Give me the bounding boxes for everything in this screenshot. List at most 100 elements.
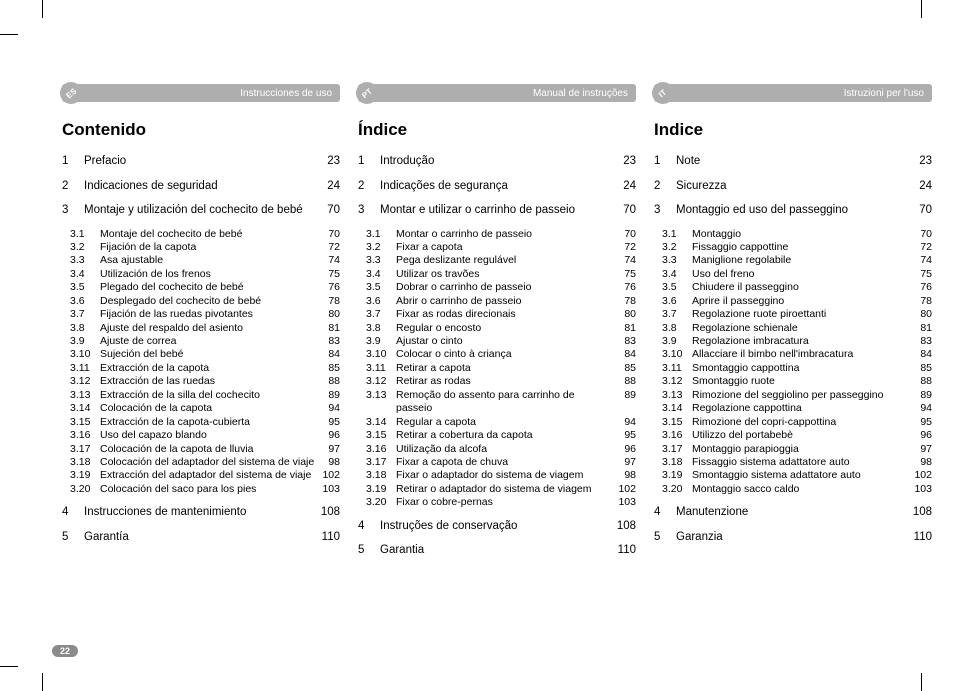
sub-num: 3.17: [662, 443, 692, 456]
sub-label: Ajustar o cinto: [396, 335, 614, 348]
section-num: 4: [654, 505, 676, 521]
toc-section: 3Montaggio ed uso del passeggino70: [654, 203, 932, 219]
sub-label: Fixar a capota: [396, 241, 614, 254]
toc-section: 1Introdução23: [358, 154, 636, 170]
toc-subsection: 3.9Regolazione imbracatura83: [654, 335, 932, 348]
toc-subsection: 3.8Regular o encosto81: [358, 322, 636, 335]
sub-page: 89: [614, 389, 636, 416]
section-num: 1: [62, 154, 84, 170]
sub-label: Fixar o cobre-pernas: [396, 496, 614, 509]
sub-page: 88: [318, 375, 340, 388]
section-label: Manutenzione: [676, 505, 906, 521]
sub-page: 76: [614, 281, 636, 294]
sub-page: 88: [614, 375, 636, 388]
section-num: 2: [654, 179, 676, 195]
sub-page: 83: [614, 335, 636, 348]
sub-page: 74: [614, 254, 636, 267]
sub-page: 72: [614, 241, 636, 254]
sub-num: 3.15: [662, 416, 692, 429]
toc-subsection: 3.5Chiudere il passeggino76: [654, 281, 932, 294]
sub-page: 94: [614, 416, 636, 429]
sub-label: Ajuste de correa: [100, 335, 318, 348]
toc-subsection: 3.16Utilização da alcofa96: [358, 443, 636, 456]
sub-num: 3.12: [662, 375, 692, 388]
toc-subsection: 3.18Fissaggio sistema adattatore auto98: [654, 456, 932, 469]
toc-subsection: 3.1Montar o carrinho de passeio70: [358, 228, 636, 241]
sub-page: 84: [910, 348, 932, 361]
sub-page: 75: [318, 268, 340, 281]
toc-subsection: 3.17Fixar a capota de chuva97: [358, 456, 636, 469]
toc-subsection: 3.20Colocación del saco para los pies103: [62, 483, 340, 496]
sub-label: Uso del freno: [692, 268, 910, 281]
banner-label: Manual de instruções: [358, 88, 636, 99]
section-num: 4: [358, 519, 380, 535]
sub-page: 84: [318, 348, 340, 361]
toc-subsection: 3.11Retirar a capota85: [358, 362, 636, 375]
section-num: 3: [62, 203, 84, 219]
sub-num: 3.13: [366, 389, 396, 416]
column-banner: PTManual de instruções: [358, 84, 636, 102]
toc-section: 2Indicações de segurança24: [358, 179, 636, 195]
sub-label: Sujeción del bebé: [100, 348, 318, 361]
sub-label: Extracción de la silla del cochecito: [100, 389, 318, 402]
section-label: Instruções de conservação: [380, 519, 610, 535]
sub-num: 3.7: [662, 308, 692, 321]
sub-label: Montaggio sacco caldo: [692, 483, 910, 496]
sub-label: Uso del capazo blando: [100, 429, 318, 442]
sub-num: 3.20: [70, 483, 100, 496]
toc-title: Indice: [654, 120, 932, 140]
sub-num: 3.6: [366, 295, 396, 308]
page-number-badge: 22: [52, 645, 78, 657]
section-page: 24: [610, 179, 636, 195]
sub-page: 97: [318, 443, 340, 456]
sub-page: 81: [614, 322, 636, 335]
toc-subsection: 3.12Extracción de las ruedas88: [62, 375, 340, 388]
sub-page: 80: [910, 308, 932, 321]
toc-subsection: 3.14Colocación de la capota94: [62, 402, 340, 415]
section-page: 23: [314, 154, 340, 170]
sub-page: 78: [318, 295, 340, 308]
sub-page: 84: [614, 348, 636, 361]
sub-page: 98: [318, 456, 340, 469]
toc-section: 4Manutenzione108: [654, 505, 932, 521]
sub-label: Fixar o adaptador do sistema de viagem: [396, 469, 614, 482]
sub-num: 3.18: [662, 456, 692, 469]
sub-num: 3.9: [366, 335, 396, 348]
sub-page: 76: [910, 281, 932, 294]
toc-subsection: 3.11Extracción de la capota85: [62, 362, 340, 375]
toc-column: PTManual de instruções Índice 1Introdução2…: [358, 84, 636, 568]
section-page: 24: [314, 179, 340, 195]
toc-subsection: 3.8Ajuste del respaldo del asiento81: [62, 322, 340, 335]
sub-page: 81: [910, 322, 932, 335]
section-label: Montar e utilizar o carrinho de passeio: [380, 203, 610, 219]
sub-page: 97: [614, 456, 636, 469]
sub-label: Montaje del cochecito de bebé: [100, 228, 318, 241]
toc-subsection: 3.11Smontaggio cappottina85: [654, 362, 932, 375]
toc-subsection: 3.7Regolazione ruote piroettanti80: [654, 308, 932, 321]
lang-icon: PT: [356, 82, 378, 104]
sub-page: 88: [910, 375, 932, 388]
sub-num: 3.3: [70, 254, 100, 267]
toc-subsection: 3.13Rimozione del seggiolino per passegg…: [654, 389, 932, 402]
toc-subsection: 3.7Fijación de las ruedas pivotantes80: [62, 308, 340, 321]
sub-label: Colocación del adaptador del sistema de …: [100, 456, 318, 469]
sub-label: Extracción de la capota-cubierta: [100, 416, 318, 429]
toc-section: 1Note23: [654, 154, 932, 170]
sub-num: 3.16: [70, 429, 100, 442]
section-page: 110: [906, 530, 932, 546]
sub-page: 94: [318, 402, 340, 415]
sub-page: 75: [614, 268, 636, 281]
sub-num: 3.16: [662, 429, 692, 442]
toc-title: Índice: [358, 120, 636, 140]
section-num: 3: [358, 203, 380, 219]
sub-label: Fissaggio sistema adattatore auto: [692, 456, 910, 469]
sub-page: 102: [910, 469, 932, 482]
toc-subsection: 3.15Retirar a cobertura da capota95: [358, 429, 636, 442]
section-label: Montaje y utilización del cochecito de b…: [84, 203, 314, 219]
sub-page: 83: [910, 335, 932, 348]
section-num: 1: [654, 154, 676, 170]
sub-page: 102: [318, 469, 340, 482]
section-label: Sicurezza: [676, 179, 906, 195]
toc-subsection: 3.10Sujeción del bebé84: [62, 348, 340, 361]
sub-label: Extracción de la capota: [100, 362, 318, 375]
